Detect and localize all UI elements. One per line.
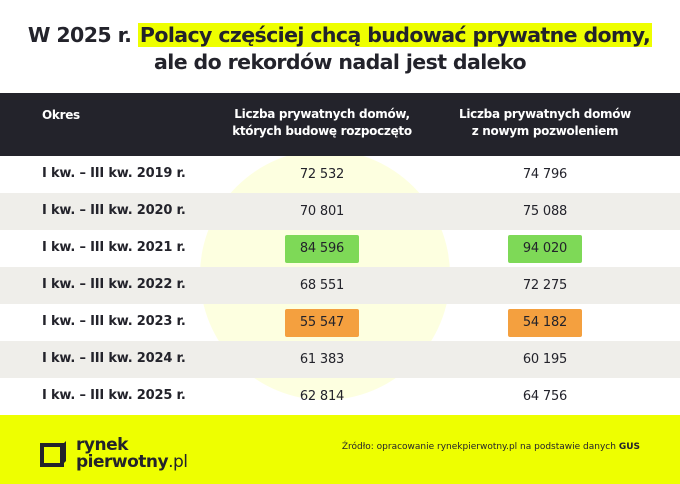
- cell-period: I kw. – III kw. 2022 r.: [42, 277, 186, 292]
- cell-permits: 75 088: [522, 204, 568, 219]
- cell-period: I kw. – III kw. 2025 r.: [42, 388, 186, 403]
- logo-line1: rynek: [76, 435, 128, 455]
- cell-started: 62 814: [299, 389, 345, 404]
- cell-permits: 72 275: [522, 278, 568, 293]
- cell-period: I kw. – III kw. 2020 r.: [42, 203, 186, 218]
- table-row: I kw. – III kw. 2019 r. 72 532 74 796: [0, 156, 680, 193]
- cell-started: 68 551: [299, 278, 345, 293]
- logo-line2: pierwotny: [76, 452, 169, 472]
- cell-permits: 94 020: [508, 235, 582, 263]
- table-row: I kw. – III kw. 2023 r. 55 547 54 182: [0, 304, 680, 341]
- cell-permits: 60 195: [522, 352, 568, 367]
- cell-started: 55 547: [285, 309, 359, 337]
- logo: rynek pierwotny.pl: [38, 437, 188, 471]
- header-started-line1: Liczba prywatnych domów,: [234, 107, 410, 121]
- header-permits: Liczba prywatnych domów z nowym pozwoleni…: [445, 106, 645, 140]
- source-bold: GUS: [618, 442, 640, 452]
- table-row: I kw. – III kw. 2021 r. 84 596 94 020: [0, 230, 680, 267]
- cell-started: 84 596: [285, 235, 359, 263]
- cell-permits: 54 182: [508, 309, 582, 337]
- cell-period: I kw. – III kw. 2021 r.: [42, 240, 186, 255]
- cell-permits: 64 756: [522, 389, 568, 404]
- table-row: I kw. – III kw. 2025 r. 62 814 64 756: [0, 378, 680, 415]
- title-line2: ale do rekordów nadal jest daleko: [154, 50, 527, 74]
- header-started-line2: których budowę rozpoczęto: [232, 124, 412, 138]
- cell-permits: 74 796: [522, 167, 568, 182]
- header-permits-line2: z nowym pozwoleniem: [471, 124, 619, 138]
- cell-started: 72 532: [299, 167, 345, 182]
- cell-started: 61 383: [299, 352, 345, 367]
- header-period: Okres: [42, 108, 80, 122]
- source-note: Źródło: opracowanie rynekpierwotny.pl na…: [342, 442, 640, 452]
- cell-period: I kw. – III kw. 2024 r.: [42, 351, 186, 366]
- logo-suffix: .pl: [168, 452, 188, 472]
- page-title: W 2025 r. Polacy częściej chcą budować p…: [0, 22, 680, 76]
- header-permits-line1: Liczba prywatnych domów: [459, 107, 631, 121]
- footer: rynek pierwotny.pl Źródło: opracowanie ry…: [0, 415, 680, 484]
- logo-icon: [40, 441, 66, 467]
- table-row: I kw. – III kw. 2020 r. 70 801 75 088: [0, 193, 680, 230]
- table-row: I kw. – III kw. 2024 r. 61 383 60 195: [0, 341, 680, 378]
- title-highlight: Polacy częściej chcą budować prywatne do…: [137, 23, 653, 47]
- title-prefix: W 2025 r.: [27, 23, 132, 47]
- cell-started: 70 801: [299, 204, 345, 219]
- header-started: Liczba prywatnych domów, których budowę r…: [222, 106, 422, 140]
- table-row: I kw. – III kw. 2022 r. 68 551 72 275: [0, 267, 680, 304]
- table-header: Okres Liczba prywatnych domów, których bu…: [0, 93, 680, 156]
- source-text: Źródło: opracowanie rynekpierwotny.pl na…: [341, 442, 619, 452]
- cell-period: I kw. – III kw. 2023 r.: [42, 314, 186, 329]
- cell-period: I kw. – III kw. 2019 r.: [42, 166, 186, 181]
